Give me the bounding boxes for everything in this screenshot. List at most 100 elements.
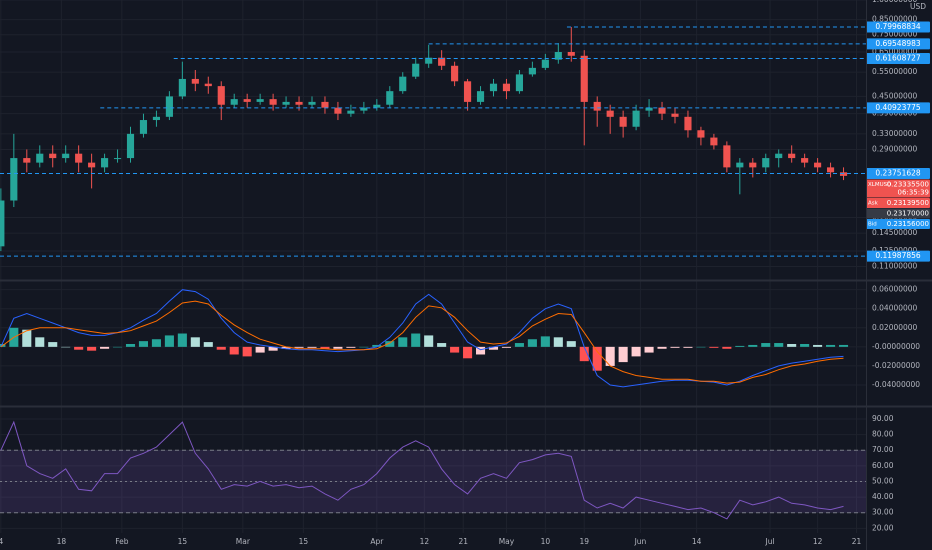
x-tick-label: Mar bbox=[236, 537, 251, 546]
y-tick-label: 0.45000000 bbox=[872, 91, 918, 100]
histogram-bar bbox=[838, 344, 849, 347]
y-tick-label: 1.00000000 bbox=[872, 0, 918, 4]
candle-body bbox=[839, 172, 848, 176]
candle-body bbox=[515, 74, 523, 92]
histogram-bar bbox=[177, 333, 187, 347]
macd-line bbox=[0, 300, 844, 384]
candle-body bbox=[204, 83, 212, 87]
candle-body bbox=[243, 99, 251, 102]
y-tick-label: -0.00000000 bbox=[872, 342, 920, 351]
candle-body bbox=[412, 63, 420, 77]
candle-body bbox=[23, 158, 31, 163]
histogram-bar bbox=[48, 342, 58, 347]
histogram-bar bbox=[268, 346, 278, 351]
level-label: 0.61608727 bbox=[875, 53, 921, 62]
histogram-bar bbox=[761, 343, 771, 347]
x-tick-label: Feb bbox=[115, 537, 129, 546]
candle-body bbox=[814, 162, 822, 168]
histogram-bar bbox=[125, 344, 136, 347]
histogram-bar bbox=[61, 346, 71, 348]
candle-body bbox=[451, 65, 459, 82]
histogram-bar bbox=[813, 344, 823, 347]
histogram-bar bbox=[190, 337, 200, 347]
candle-body bbox=[554, 52, 562, 60]
histogram-bar bbox=[398, 337, 408, 347]
candle-body bbox=[671, 113, 679, 117]
candle-body bbox=[619, 116, 627, 127]
quote-name: Bid bbox=[868, 222, 877, 228]
x-tick-label: 4 bbox=[0, 537, 3, 546]
histogram-bar bbox=[203, 342, 213, 347]
histogram-bar bbox=[644, 346, 654, 353]
y-tick-label: 70.00 bbox=[872, 445, 894, 454]
y-tick-label: 0.85000000 bbox=[872, 15, 918, 24]
y-tick-label: 0.11000000 bbox=[872, 261, 918, 270]
candle-body bbox=[762, 158, 770, 168]
candle-body bbox=[606, 110, 614, 117]
y-tick-label: -0.02000000 bbox=[872, 361, 920, 370]
quote-box bbox=[866, 219, 930, 230]
x-tick-label: Jul bbox=[765, 537, 775, 546]
histogram-bar bbox=[281, 346, 291, 349]
histogram-bar bbox=[774, 343, 784, 347]
y-tick-label: 0.12500000 bbox=[872, 246, 918, 255]
candle-body bbox=[101, 158, 109, 168]
histogram-bar bbox=[722, 346, 732, 349]
level-label: 0.69548983 bbox=[875, 39, 921, 48]
histogram-bar bbox=[22, 329, 32, 347]
candle-body bbox=[373, 104, 381, 108]
histogram-bar bbox=[696, 346, 706, 348]
candle-body bbox=[282, 101, 290, 105]
y-tick-label: 90.00 bbox=[872, 414, 894, 423]
histogram-bar bbox=[579, 346, 589, 362]
candle-body bbox=[476, 91, 485, 102]
level-label: 0.79968834 bbox=[875, 22, 921, 31]
histogram-bar bbox=[100, 346, 110, 349]
histogram-bar bbox=[566, 341, 576, 347]
candle-body bbox=[580, 55, 588, 102]
candle-body bbox=[502, 83, 511, 92]
candle-body bbox=[178, 78, 186, 97]
y-tick-label: 0.55000000 bbox=[872, 67, 918, 76]
candle-body bbox=[62, 153, 70, 159]
candle-body bbox=[321, 101, 329, 108]
x-tick-label: Apr bbox=[370, 537, 384, 546]
histogram-bar bbox=[385, 341, 395, 347]
y-tick-label: 0.29000000 bbox=[872, 144, 918, 153]
candle-body bbox=[256, 99, 264, 102]
candle-body bbox=[826, 167, 835, 173]
level-label-box bbox=[866, 38, 930, 50]
candle-body bbox=[360, 107, 368, 111]
level-label-box bbox=[866, 102, 930, 114]
candle-body bbox=[567, 52, 575, 56]
candle-body bbox=[10, 158, 18, 201]
histogram-bar bbox=[514, 343, 524, 347]
quote-box bbox=[866, 198, 930, 209]
level-label: 0.11987856 bbox=[875, 251, 921, 260]
candle-body bbox=[191, 78, 199, 84]
y-tick-label: 30.00 bbox=[872, 508, 894, 517]
histogram-bar bbox=[255, 346, 265, 353]
histogram-bar bbox=[307, 346, 317, 348]
histogram-bar bbox=[592, 346, 602, 371]
histogram-bar bbox=[450, 346, 460, 353]
candle-body bbox=[464, 81, 472, 102]
quote-box bbox=[866, 208, 930, 219]
candle-body bbox=[75, 153, 83, 163]
histogram-bar bbox=[216, 346, 226, 350]
histogram-bar bbox=[113, 346, 123, 348]
histogram-bar bbox=[35, 337, 45, 347]
histogram-bar bbox=[605, 346, 615, 366]
histogram-bar bbox=[488, 346, 499, 350]
candle-body bbox=[113, 158, 122, 160]
candle-body bbox=[775, 153, 783, 159]
candle-body bbox=[723, 145, 731, 168]
y-tick-label: 50.00 bbox=[872, 476, 894, 485]
histogram-bar bbox=[151, 339, 161, 347]
histogram-bar bbox=[618, 346, 628, 363]
histogram-bar bbox=[631, 346, 641, 357]
histogram-bar bbox=[359, 346, 369, 348]
histogram-bar bbox=[463, 346, 473, 359]
